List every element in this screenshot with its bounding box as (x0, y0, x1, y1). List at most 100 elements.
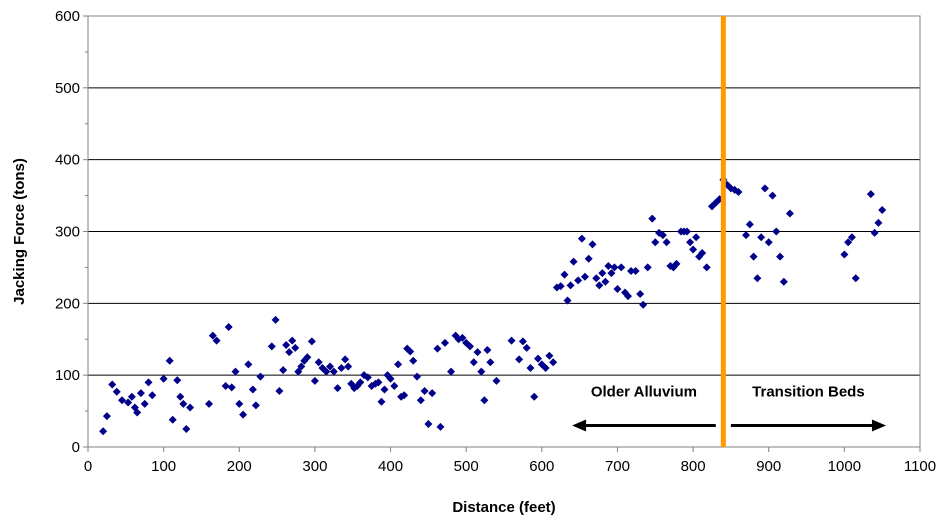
data-point (556, 282, 565, 291)
data-point (584, 254, 593, 263)
data-point (563, 296, 572, 305)
data-points (99, 175, 887, 436)
data-point (477, 367, 486, 376)
data-point (294, 367, 303, 376)
data-point (560, 270, 569, 279)
data-point (639, 300, 648, 309)
y-axis-ticks: 0 100 200 300 400 500 600 (55, 8, 88, 456)
data-point (133, 408, 142, 417)
data-point (624, 292, 633, 301)
data-point (592, 274, 601, 283)
data-point (326, 362, 335, 371)
data-point (394, 360, 403, 369)
data-point (613, 284, 622, 293)
data-point (534, 354, 543, 363)
data-point (112, 387, 121, 396)
data-point (344, 362, 353, 371)
data-point (698, 249, 707, 258)
data-point (99, 427, 108, 436)
data-point (441, 338, 450, 347)
data-point (851, 274, 860, 283)
y-axis-title: Jacking Force (tons) (11, 158, 28, 305)
data-point (314, 358, 323, 367)
data-point (224, 323, 233, 332)
data-point (580, 272, 589, 281)
gridlines (88, 15, 920, 376)
data-point (545, 351, 554, 360)
data-point (749, 252, 758, 261)
data-point (310, 376, 319, 385)
data-point (386, 374, 395, 383)
data-point (329, 367, 338, 376)
x-tick-label: 500 (454, 458, 479, 475)
data-point (473, 348, 482, 357)
data-point (377, 397, 386, 406)
data-point (522, 343, 531, 352)
data-point (341, 355, 350, 364)
data-point (267, 342, 276, 351)
data-point (165, 356, 174, 365)
data-point (689, 245, 698, 254)
data-point (231, 367, 240, 376)
x-tick-label: 1000 (828, 458, 861, 475)
data-point (686, 238, 695, 247)
data-point (768, 191, 777, 200)
data-point (251, 401, 260, 410)
data-point (413, 372, 422, 381)
data-point (610, 263, 619, 272)
data-point (577, 234, 586, 243)
data-point (588, 240, 597, 249)
data-point (648, 214, 657, 223)
x-tick-label: 1100 (904, 458, 936, 475)
data-point (764, 238, 773, 247)
data-point (307, 337, 316, 346)
data-point (785, 209, 794, 218)
data-point (734, 187, 743, 196)
data-point (772, 227, 781, 236)
data-point (617, 263, 626, 272)
data-point (627, 267, 636, 276)
y-tick-label: 600 (55, 8, 80, 25)
x-tick-label: 600 (529, 458, 554, 475)
data-point (148, 391, 157, 400)
data-point (235, 399, 244, 408)
data-point (108, 380, 117, 389)
data-point (878, 205, 887, 214)
data-point (483, 346, 492, 355)
data-point (436, 422, 445, 431)
x-tick-label: 400 (378, 458, 403, 475)
data-point (227, 383, 236, 392)
data-point (469, 358, 478, 367)
data-point (420, 386, 429, 395)
data-point (173, 376, 182, 385)
data-point (409, 356, 418, 365)
data-point (322, 367, 331, 376)
data-point (636, 289, 645, 298)
data-point (176, 392, 185, 401)
data-point (840, 250, 849, 259)
data-point (672, 259, 681, 268)
data-point (285, 348, 294, 357)
data-point (291, 343, 300, 352)
data-point (282, 340, 291, 349)
data-point (244, 360, 253, 369)
data-point (182, 425, 191, 434)
data-point (598, 269, 607, 278)
data-point (248, 385, 257, 394)
plot-area (87, 15, 921, 448)
data-point (480, 396, 489, 405)
annotation-arrow-head (572, 419, 587, 432)
data-point (208, 331, 217, 340)
annotation-label: Transition Beds (752, 384, 865, 401)
x-axis-title: Distance (feet) (452, 499, 555, 516)
data-point (447, 367, 456, 376)
data-point (683, 227, 692, 236)
data-point (205, 399, 214, 408)
data-point (518, 337, 527, 346)
data-point (374, 378, 383, 387)
data-point (212, 336, 221, 345)
data-point (337, 363, 346, 372)
data-point (607, 269, 616, 278)
data-point (297, 362, 306, 371)
